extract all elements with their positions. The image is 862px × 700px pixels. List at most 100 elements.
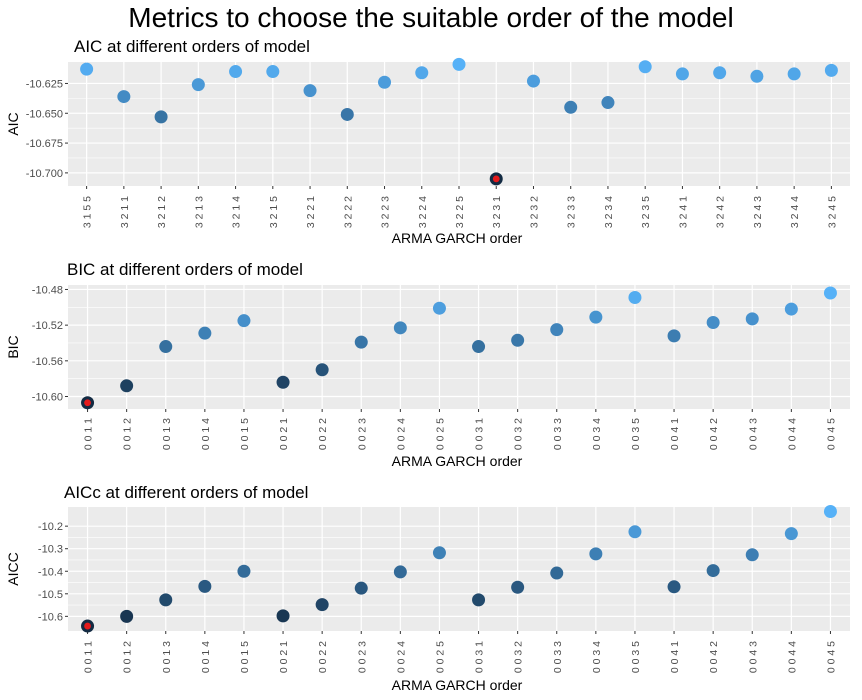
data-point [824, 63, 838, 77]
x-tick-label: 3 2 4 1 [677, 196, 689, 228]
panel-title: AIC at different orders of model [74, 37, 310, 56]
data-point [120, 609, 134, 623]
data-point [191, 78, 205, 92]
x-tick-label: 0 0 3 5 [630, 641, 642, 673]
data-point [80, 62, 94, 76]
panel-title: AICc at different orders of model [64, 483, 308, 502]
data-point [159, 340, 173, 354]
data-point [198, 326, 212, 340]
y-axis-label: BIC [5, 335, 21, 358]
x-tick-label: 3 2 3 5 [640, 196, 652, 228]
x-tick-label: 0 0 1 2 [122, 641, 134, 673]
data-point [638, 60, 652, 74]
x-tick-label: 0 0 2 2 [317, 418, 329, 450]
data-point [237, 564, 251, 578]
x-tick-label: 3 2 4 5 [826, 196, 838, 228]
data-point [628, 290, 642, 304]
data-point [415, 66, 429, 80]
x-tick-label: 0 0 1 4 [200, 418, 212, 450]
panel-2: BIC at different orders of model -10.48 -1… [5, 260, 850, 469]
data-point [784, 527, 798, 541]
data-point [628, 525, 642, 539]
data-point [667, 580, 681, 594]
x-tick-label: 3 2 3 3 [566, 196, 578, 228]
y-axis-label: AICC [5, 552, 21, 585]
x-tick-label: 0 0 4 3 [747, 641, 759, 673]
data-point [354, 581, 368, 595]
x-axis-label: ARMA GARCH order [392, 453, 523, 469]
x-tick-label: 0 0 2 5 [434, 641, 446, 673]
data-point [340, 107, 354, 121]
data-point [823, 286, 837, 300]
data-point [511, 580, 525, 594]
data-point [237, 314, 251, 328]
data-point [823, 505, 837, 519]
data-point [589, 547, 603, 561]
min-marker [84, 622, 91, 630]
plot-background [68, 285, 850, 409]
y-tick-label: -10.56 [32, 356, 63, 368]
x-tick-label: 3 2 1 4 [231, 196, 243, 228]
x-tick-label: 0 0 2 5 [434, 418, 446, 450]
data-point [667, 329, 681, 343]
x-tick-label: 0 0 1 5 [239, 641, 251, 673]
x-tick-label: 3 2 2 1 [305, 196, 317, 228]
x-tick-label: 0 0 1 2 [122, 418, 134, 450]
data-point [472, 340, 486, 354]
x-tick-label: 0 0 4 1 [669, 418, 681, 450]
x-tick-label: 0 0 4 4 [786, 418, 798, 450]
x-tick-label: 3 2 2 2 [342, 196, 354, 228]
x-tick-label: 0 0 3 2 [513, 641, 525, 673]
x-tick-label: 0 0 3 3 [552, 641, 564, 673]
data-point [526, 74, 540, 88]
x-tick-label: 0 0 1 1 [83, 641, 95, 673]
x-tick-label: 0 0 3 4 [591, 418, 603, 450]
panel-1: AIC at different orders of model -10.625 -… [5, 37, 850, 246]
x-tick-label: 3 2 4 4 [789, 196, 801, 228]
x-tick-label: 0 0 4 2 [708, 641, 720, 673]
x-tick-label: 3 2 2 5 [454, 196, 466, 228]
x-tick-label: 0 0 1 5 [239, 418, 251, 450]
y-tick-label: -10.6 [38, 611, 63, 623]
y-tick-label: -10.3 [38, 544, 63, 556]
data-point [550, 566, 564, 580]
data-point [315, 363, 329, 377]
x-tick-label: 3 2 1 3 [193, 196, 205, 228]
x-tick-label: 0 0 4 1 [669, 641, 681, 673]
x-tick-label: 0 0 1 3 [161, 418, 173, 450]
data-point [198, 579, 212, 593]
x-tick-label: 0 0 2 3 [356, 641, 368, 673]
x-tick-label: 3 2 1 5 [268, 196, 280, 228]
data-point [393, 565, 407, 579]
x-tick-label: 0 0 2 2 [317, 641, 329, 673]
x-tick-label: 0 0 3 5 [630, 418, 642, 450]
data-point [154, 110, 168, 124]
x-tick-label: 3 2 2 4 [417, 196, 429, 228]
panel-title: BIC at different orders of model [67, 260, 303, 279]
data-point [589, 310, 603, 324]
x-tick-label: 0 0 1 4 [200, 641, 212, 673]
x-tick-label: 0 0 2 1 [278, 418, 290, 450]
y-tick-label: -10.48 [32, 284, 63, 296]
data-point [266, 65, 280, 79]
data-point [120, 379, 134, 393]
min-marker [492, 175, 500, 183]
data-point [706, 564, 720, 578]
x-tick-label: 0 0 4 4 [786, 641, 798, 673]
plot-background [68, 507, 850, 631]
data-point [745, 548, 759, 562]
data-point [354, 335, 368, 349]
data-point [229, 65, 243, 79]
x-tick-label: 0 0 4 5 [825, 641, 837, 673]
data-point [117, 90, 131, 104]
data-point [564, 100, 578, 114]
data-point [472, 593, 486, 607]
data-point [784, 302, 798, 316]
data-point [393, 321, 407, 335]
x-tick-label: 3 2 1 2 [156, 196, 168, 228]
x-tick-label: 3 2 2 3 [380, 196, 392, 228]
x-tick-label: 3 2 4 2 [715, 196, 727, 228]
data-point [159, 593, 173, 607]
x-tick-label: 0 0 3 1 [474, 418, 486, 450]
